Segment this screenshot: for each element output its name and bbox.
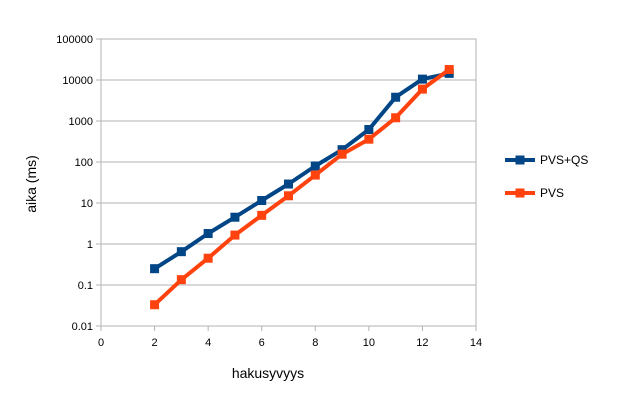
x-axis-title: hakusyvyys [232,365,304,381]
x-tick-label: 2 [152,337,158,349]
data-point [176,275,186,285]
data-point [391,92,401,102]
x-tick-label: 10 [363,337,375,349]
data-point [391,113,401,123]
data-point [444,65,454,75]
data-point [203,229,213,239]
data-point [230,212,240,222]
legend-marker [515,155,525,165]
series-pvs [150,65,454,310]
data-point [417,84,427,94]
x-tick-label: 12 [416,337,428,349]
y-tick-label: 0.01 [72,321,93,333]
y-tick-label: 10 [81,198,93,210]
legend-item-pvs-qs: PVS+QS [505,153,588,167]
y-tick-label: 10000 [62,75,93,87]
data-point [150,264,160,274]
x-axis-ticks: 0 2 4 6 8 10 12 14 [98,326,482,349]
series-group [150,65,454,310]
data-point [203,253,213,263]
data-point [176,247,186,257]
data-point [337,145,347,155]
data-point [417,74,427,84]
legend: PVS+QS PVS [505,153,588,200]
y-tick-label: 100 [75,157,93,169]
series-pvs-qs [150,68,454,274]
legend-item-pvs: PVS [505,186,564,200]
y-axis-title: aika (ms) [23,155,39,213]
legend-label: PVS+QS [540,153,588,167]
data-point [337,149,347,159]
y-axis-ticks: 0.01 0.1 1 10 100 1000 10000 100000 [56,34,101,333]
x-tick-label: 4 [205,337,211,349]
data-point [364,125,374,135]
data-point [150,300,160,310]
x-tick-label: 14 [470,337,482,349]
y-tick-label: 0.1 [78,280,93,292]
data-point [230,230,240,240]
data-point [257,210,267,220]
data-point [310,170,320,180]
x-tick-label: 8 [312,337,318,349]
x-tick-label: 0 [98,337,104,349]
data-point [364,134,374,144]
data-point [284,191,293,201]
grid-lines [101,79,476,286]
x-tick-label: 6 [259,337,265,349]
data-point [257,196,267,206]
data-point [310,161,320,171]
y-tick-label: 100000 [56,34,93,46]
legend-marker [515,188,525,198]
y-tick-label: 1 [87,239,93,251]
data-point [284,179,293,189]
y-tick-label: 1000 [69,116,93,128]
legend-label: PVS [540,186,564,200]
